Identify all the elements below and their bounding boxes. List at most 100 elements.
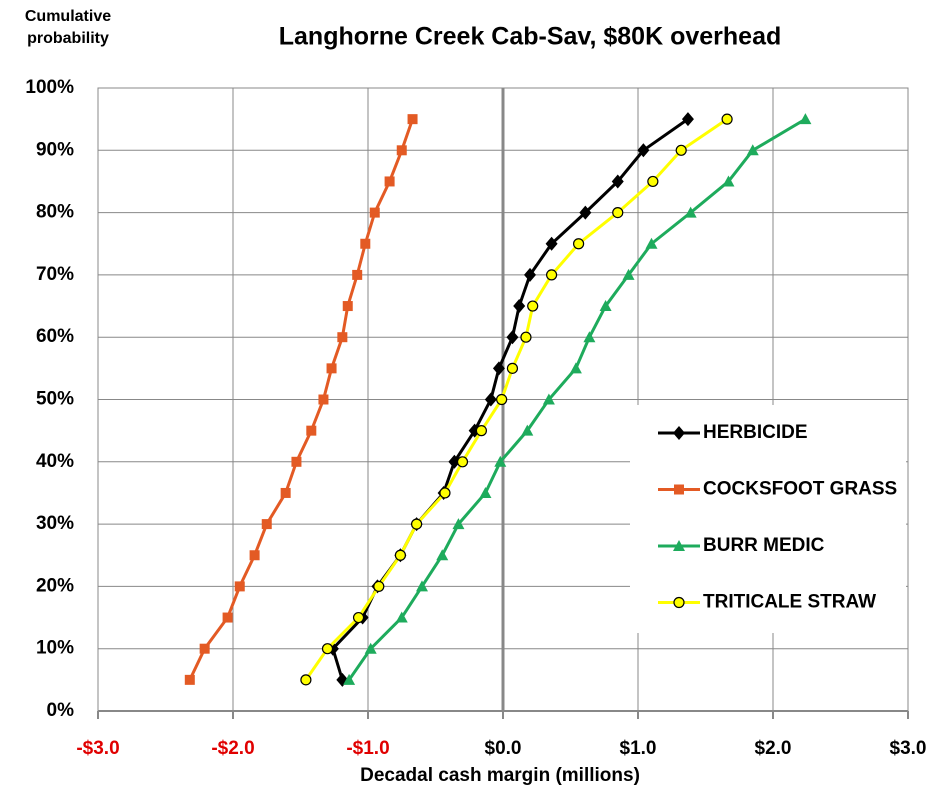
marker [673, 540, 685, 551]
y-tick-label: 40% [36, 451, 74, 472]
marker [184, 674, 195, 685]
marker [407, 114, 418, 125]
marker [746, 144, 759, 156]
marker [674, 484, 684, 495]
x-tick-label: $0.0 [485, 738, 522, 759]
marker [343, 673, 356, 685]
marker [673, 596, 685, 609]
x-tick-label: $1.0 [620, 738, 657, 759]
marker [261, 519, 272, 530]
marker [394, 549, 406, 561]
marker [611, 174, 624, 189]
y-tick-label: 70% [36, 264, 74, 285]
marker [612, 207, 624, 219]
marker [799, 113, 812, 125]
marker [199, 643, 210, 654]
marker [249, 550, 260, 561]
marker [291, 456, 302, 467]
y-tick-label: 60% [36, 326, 74, 347]
legend-box [630, 405, 906, 633]
marker [675, 144, 687, 156]
y-tick-label: 50% [36, 389, 74, 410]
marker [521, 424, 534, 436]
marker [411, 518, 423, 530]
x-tick-label: -$2.0 [211, 738, 254, 759]
marker [396, 145, 407, 156]
marker [452, 518, 465, 530]
x-axis-title: Decadal cash margin (millions) [360, 765, 640, 786]
y-tick-label: 10% [36, 638, 74, 659]
marker [484, 392, 497, 407]
legend-label: BURR MEDIC [703, 535, 825, 556]
marker [326, 363, 337, 374]
marker [373, 580, 385, 593]
legend-label: COCKSFOOT GRASS [703, 479, 897, 500]
marker [360, 238, 371, 249]
marker [506, 362, 519, 374]
marker [300, 674, 312, 686]
marker [513, 299, 526, 314]
legend-label: HERBICIDE [703, 422, 808, 443]
marker [234, 581, 245, 592]
marker [524, 267, 536, 282]
marker [384, 176, 395, 187]
marker [280, 487, 291, 498]
marker [364, 642, 377, 654]
marker [579, 205, 592, 220]
marker [395, 611, 408, 623]
y-tick-label: 100% [25, 77, 74, 98]
x-tick-label: -$1.0 [346, 738, 389, 759]
x-tick-label: $3.0 [890, 738, 927, 759]
marker [545, 236, 558, 251]
marker [545, 269, 558, 281]
marker [681, 112, 694, 127]
marker [369, 207, 380, 218]
marker [583, 331, 596, 343]
marker [647, 175, 659, 188]
marker [721, 113, 733, 125]
marker [599, 300, 612, 312]
legend: HERBICIDE COCKSFOOT GRASS BURR MEDIC TRITIC… [630, 405, 906, 633]
marker [448, 454, 461, 469]
marker [439, 487, 451, 499]
marker [569, 362, 582, 374]
marker [337, 332, 348, 343]
y-tick-label: 0% [47, 700, 75, 721]
marker [494, 455, 507, 467]
chart-title: Langhorne Creek Cab-Sav, $80K overhead [279, 23, 782, 51]
marker [492, 361, 505, 376]
marker [542, 393, 555, 405]
marker [527, 300, 539, 312]
legend-label: TRITICALE STRAW [703, 592, 876, 613]
marker [321, 643, 334, 655]
marker [684, 206, 697, 218]
marker [520, 331, 532, 343]
marker [637, 143, 650, 158]
y-tick-label: 20% [36, 575, 74, 596]
marker [479, 486, 492, 498]
marker [506, 330, 519, 345]
marker [622, 268, 635, 280]
marker [645, 237, 658, 249]
marker [318, 394, 329, 405]
marker [673, 426, 685, 440]
y-tick-label: 30% [36, 513, 74, 534]
x-tick-label: -$3.0 [76, 738, 119, 759]
marker [416, 580, 428, 592]
marker [342, 301, 353, 312]
marker [572, 238, 585, 250]
x-tick-label: $2.0 [755, 738, 792, 759]
marker [475, 425, 487, 437]
marker [496, 393, 508, 406]
y-tick-label: 90% [36, 139, 74, 160]
marker [306, 425, 317, 436]
marker [222, 612, 233, 623]
marker [436, 549, 449, 561]
marker [352, 269, 363, 280]
y-axis-title: Cumulative probability [24, 8, 112, 47]
marker [352, 611, 365, 624]
y-tick-label: 80% [36, 202, 74, 223]
marker [722, 175, 735, 187]
